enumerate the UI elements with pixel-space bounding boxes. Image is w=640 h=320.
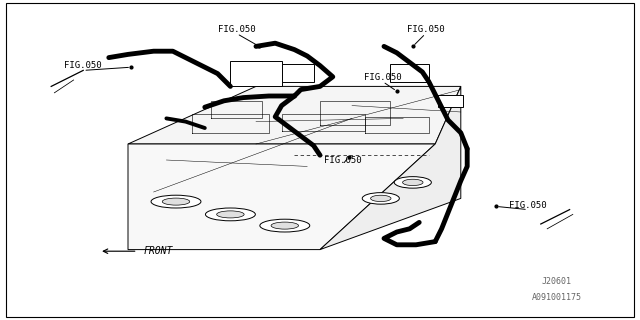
Ellipse shape [205,208,255,221]
Ellipse shape [371,195,391,202]
Text: FRONT: FRONT [144,246,173,256]
Text: FIG.050: FIG.050 [509,201,547,210]
Ellipse shape [362,193,399,204]
Ellipse shape [403,179,423,186]
Polygon shape [128,86,461,144]
Bar [282,64,314,82]
Ellipse shape [394,177,431,188]
Ellipse shape [271,222,298,229]
Bar [230,61,282,86]
Text: J20601: J20601 [542,277,572,286]
Ellipse shape [163,198,189,205]
Bar [390,64,429,82]
Ellipse shape [260,219,310,232]
Ellipse shape [217,211,244,218]
Ellipse shape [151,195,201,208]
Polygon shape [128,144,435,250]
Text: FIG.050: FIG.050 [218,25,255,34]
Text: FIG.050: FIG.050 [324,156,361,165]
Text: FIG.050: FIG.050 [364,73,401,82]
Bar [438,95,463,107]
Text: FIG.050: FIG.050 [65,61,102,70]
Text: FIG.050: FIG.050 [407,25,444,34]
Text: A091001175: A091001175 [532,293,582,302]
Polygon shape [320,86,461,250]
